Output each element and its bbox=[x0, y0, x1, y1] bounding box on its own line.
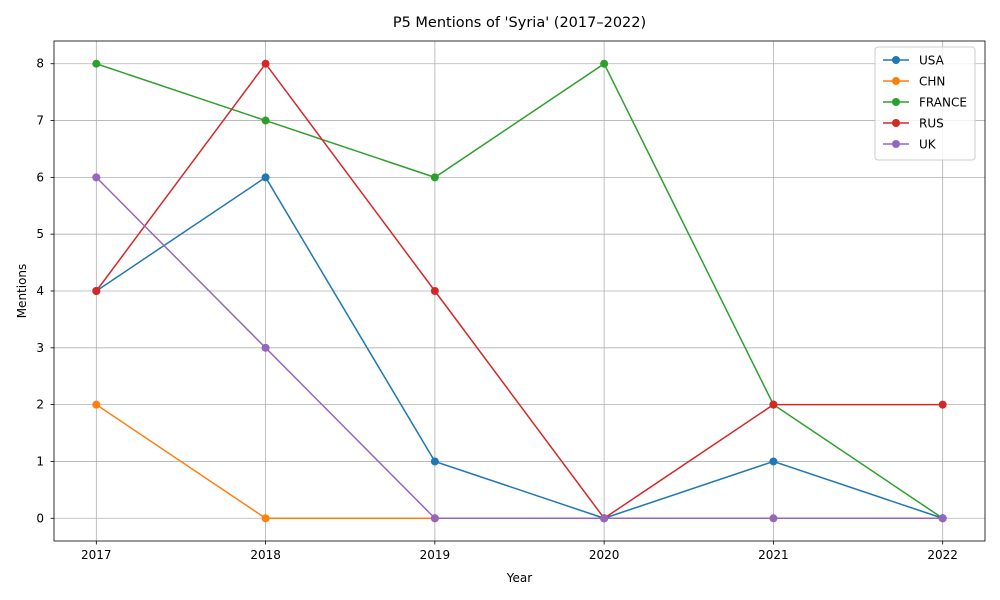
y-tick-label: 6 bbox=[36, 170, 44, 184]
legend-marker bbox=[892, 56, 900, 64]
series-lines bbox=[92, 59, 947, 523]
y-tick-label: 8 bbox=[36, 57, 44, 71]
y-tick-label: 0 bbox=[36, 511, 44, 525]
x-tick-label: 2020 bbox=[589, 548, 620, 562]
series-line bbox=[95, 176, 943, 520]
legend-box bbox=[874, 46, 976, 161]
data-point bbox=[430, 457, 439, 466]
data-point bbox=[92, 173, 101, 182]
data-point bbox=[600, 514, 609, 523]
y-axis-label: Mentions bbox=[15, 264, 29, 319]
data-point bbox=[261, 514, 270, 523]
data-point bbox=[938, 514, 947, 523]
data-point bbox=[938, 400, 947, 409]
legend-item: UK bbox=[883, 138, 937, 152]
legend-item: CHN bbox=[883, 75, 945, 89]
y-tick-label: 3 bbox=[36, 341, 44, 355]
data-point bbox=[261, 59, 270, 68]
data-point bbox=[261, 116, 270, 125]
data-point bbox=[769, 400, 778, 409]
legend-marker bbox=[892, 77, 900, 85]
data-point bbox=[430, 173, 439, 182]
legend-marker bbox=[892, 98, 900, 106]
data-point bbox=[261, 343, 270, 352]
x-tick-label: 2018 bbox=[250, 548, 281, 562]
x-axis-label: Year bbox=[506, 571, 532, 585]
legend-label: FRANCE bbox=[919, 96, 967, 110]
legend-item: RUS bbox=[883, 117, 944, 131]
y-tick-label: 7 bbox=[36, 114, 44, 128]
legend-marker bbox=[892, 119, 900, 127]
legend-label: CHN bbox=[919, 75, 945, 89]
data-point bbox=[92, 400, 101, 409]
x-tick-label: 2019 bbox=[420, 548, 451, 562]
legend-item: FRANCE bbox=[883, 96, 967, 110]
y-tick-label: 1 bbox=[36, 454, 44, 468]
y-tick-label: 2 bbox=[36, 398, 44, 412]
chart-title: P5 Mentions of 'Syria' (2017–2022) bbox=[393, 15, 646, 31]
legend-label: UK bbox=[919, 138, 937, 152]
data-point bbox=[769, 514, 778, 523]
series-line bbox=[96, 62, 944, 519]
series-line bbox=[95, 62, 943, 520]
legend-label: RUS bbox=[919, 117, 944, 131]
data-point bbox=[430, 514, 439, 523]
data-point bbox=[92, 59, 101, 68]
series-uk bbox=[92, 173, 947, 523]
data-point bbox=[769, 457, 778, 466]
data-point bbox=[261, 173, 270, 182]
data-point bbox=[600, 59, 609, 68]
y-tick-label: 4 bbox=[36, 284, 44, 298]
series-line bbox=[95, 176, 943, 520]
x-tick-label: 2021 bbox=[758, 548, 789, 562]
legend-item: USA bbox=[883, 54, 945, 68]
axis-ticks: 2017 2018 2019 2020 2021 2022 0 1 2 3 4 5 6 7 8 bbox=[36, 57, 958, 562]
legend: USA CHN FRANCE RUS UK bbox=[874, 46, 976, 161]
legend-label: USA bbox=[919, 54, 945, 68]
data-point bbox=[92, 287, 101, 295]
legend-marker bbox=[892, 140, 900, 148]
data-point bbox=[430, 287, 439, 295]
x-tick-label: 2017 bbox=[81, 548, 112, 562]
y-tick-label: 5 bbox=[36, 227, 44, 241]
x-tick-label: 2022 bbox=[927, 548, 958, 562]
